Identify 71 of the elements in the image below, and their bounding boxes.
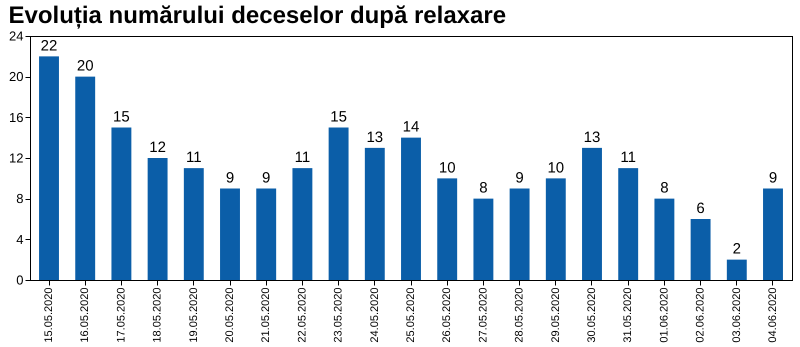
x-tick-label: 02.06.2020 (694, 288, 707, 343)
bar (364, 148, 385, 280)
bar (220, 188, 240, 280)
bar (510, 188, 530, 280)
data-label: 10 (438, 159, 456, 176)
chart-title: Evoluția numărului deceselor după relaxare (8, 2, 506, 29)
data-label: 20 (76, 58, 94, 75)
bar (618, 168, 638, 280)
bar (473, 198, 494, 280)
x-tick-label: 03.06.2020 (730, 288, 743, 343)
bar (75, 76, 96, 280)
y-tick-label: 24 (9, 28, 24, 44)
data-label: 10 (547, 159, 564, 176)
data-label: 8 (479, 180, 488, 197)
y-tick-label: 20 (9, 69, 24, 84)
x-tick-label: 28.05.2020 (514, 288, 526, 343)
data-label: 12 (149, 139, 166, 156)
x-tick-label: 16.05.2020 (79, 288, 92, 343)
y-tick-label: 16 (9, 110, 24, 125)
x-tick-label: 18.05.2020 (152, 288, 164, 343)
data-label: 15 (330, 108, 347, 126)
bar (328, 128, 349, 280)
bar (148, 158, 168, 280)
bar (39, 56, 59, 280)
y-tick-label: 8 (16, 191, 24, 206)
data-label: 11 (186, 149, 202, 166)
x-tick-label: 27.05.2020 (477, 288, 490, 343)
bar (763, 188, 783, 280)
x-tick-label: 17.05.2020 (115, 288, 128, 343)
bar (111, 128, 132, 280)
bar (401, 138, 421, 280)
data-label: 9 (768, 170, 778, 186)
x-tick-label: 20.05.2020 (224, 288, 236, 343)
x-tick-label: 22.05.2020 (296, 288, 308, 343)
data-label: 22 (40, 37, 58, 54)
x-tick-label: 29.05.2020 (550, 288, 562, 343)
x-tick-label: 01.06.2020 (658, 288, 670, 343)
data-label: 15 (113, 108, 130, 126)
data-label: 6 (696, 200, 705, 217)
bar (546, 178, 566, 280)
data-label: 2 (732, 240, 741, 258)
y-tick-label: 0 (16, 272, 24, 288)
data-label: 9 (262, 170, 270, 186)
bar (437, 178, 458, 280)
bar (654, 198, 674, 280)
y-tick-label: 12 (9, 150, 24, 166)
data-label: 13 (584, 128, 600, 146)
x-tick-label: 30.05.2020 (586, 288, 598, 343)
x-tick-label: 15.05.2020 (43, 288, 56, 343)
bar (726, 260, 747, 280)
x-tick-label: 19.05.2020 (188, 288, 200, 343)
data-label: 9 (515, 170, 524, 186)
y-tick-label: 4 (16, 232, 24, 247)
bar (256, 188, 276, 280)
bar (292, 168, 312, 280)
bar (184, 168, 204, 280)
data-label: 11 (294, 149, 310, 166)
data-label: 13 (366, 128, 384, 146)
x-tick-label: 23.05.2020 (332, 288, 345, 343)
bar (582, 148, 602, 280)
x-tick-label: 26.05.2020 (441, 288, 454, 343)
x-tick-label: 31.05.2020 (622, 288, 634, 343)
x-tick-label: 24.05.2020 (368, 288, 381, 343)
data-label: 8 (660, 180, 669, 197)
bar (690, 219, 711, 280)
x-tick-label: 25.05.2020 (405, 288, 417, 343)
data-label: 9 (226, 170, 234, 186)
data-label: 11 (620, 149, 636, 166)
x-tick-label: 04.06.2020 (766, 288, 779, 343)
data-label: 14 (402, 118, 420, 136)
x-tick-label: 21.05.2020 (260, 288, 272, 343)
